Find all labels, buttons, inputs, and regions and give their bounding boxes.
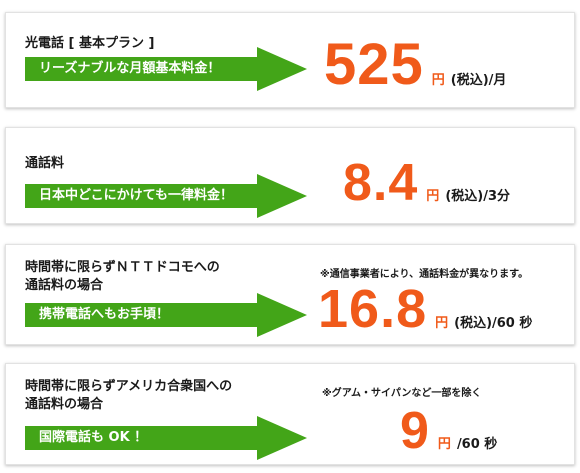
price-value: 8.4	[343, 154, 419, 212]
plan-title: 時間帯に限らずアメリカ合衆国への 通話料の場合	[25, 379, 233, 412]
price-currency: 円	[426, 189, 440, 204]
price-currency: 円	[437, 437, 451, 452]
price-value: 9	[400, 402, 430, 460]
price-unit: (税込)/60 秒	[454, 316, 533, 331]
banner-bar	[25, 303, 257, 327]
plan-price: 9 円 /60 秒	[400, 401, 497, 461]
plan-card-basic: 光電話 [ 基本プラン ] リーズナブルな月額基本料金！ 525 円 (税込)/…	[5, 12, 575, 108]
price-value: 16.8	[318, 279, 428, 339]
plan-banner: 日本中どこにかけても一律料金！	[25, 174, 307, 218]
plan-card-docomo: 時間帯に限らずＮＴＴドコモへの 通話料の場合 ※通信事業者により、通話料金が異な…	[5, 244, 575, 345]
price-value: 525	[324, 32, 424, 97]
banner-label: リーズナブルな月額基本料金！	[39, 61, 221, 76]
plan-price: 525 円 (税込)/月	[324, 31, 506, 98]
banner-label: 国際電話も OK ！	[39, 430, 148, 445]
arrow-right-icon	[257, 47, 307, 91]
plan-card-call-rate: 通話料 日本中どこにかけても一律料金！ 8.4 円 (税込)/3分	[5, 127, 575, 224]
plan-title: 時間帯に限らずＮＴＴドコモへの 通話料の場合	[25, 260, 220, 293]
price-currency: 円	[435, 316, 449, 331]
price-unit: (税込)/月	[450, 73, 507, 88]
plan-title: 光電話 [ 基本プラン ]	[25, 36, 155, 51]
banner-label: 携帯電話へもお手頃！	[39, 307, 170, 322]
plan-banner: 国際電話も OK ！	[25, 416, 307, 460]
arrow-right-icon	[257, 174, 307, 218]
arrow-right-icon	[257, 293, 307, 337]
plan-note: ※グアム・サイパンなど一部を除く	[322, 388, 482, 399]
plan-price: 16.8 円 (税込)/60 秒	[318, 278, 532, 340]
banner-bar	[25, 57, 257, 81]
plan-note: ※通信事業者により、通話料金が異なります。	[320, 269, 529, 280]
price-unit: /60 秒	[456, 437, 498, 452]
banner-bar	[25, 426, 257, 450]
price-currency: 円	[431, 73, 445, 88]
banner-label: 日本中どこにかけても一律料金！	[39, 188, 233, 203]
plan-banner: 携帯電話へもお手頃！	[25, 293, 307, 337]
plan-price: 8.4 円 (税込)/3分	[343, 153, 510, 213]
plan-title: 通話料	[25, 156, 65, 171]
plan-banner: リーズナブルな月額基本料金！	[25, 47, 307, 91]
price-unit: (税込)/3分	[445, 189, 510, 204]
plan-card-usa: 時間帯に限らずアメリカ合衆国への 通話料の場合 ※グアム・サイパンなど一部を除く…	[5, 363, 575, 465]
arrow-right-icon	[257, 416, 307, 460]
banner-bar	[25, 184, 257, 208]
